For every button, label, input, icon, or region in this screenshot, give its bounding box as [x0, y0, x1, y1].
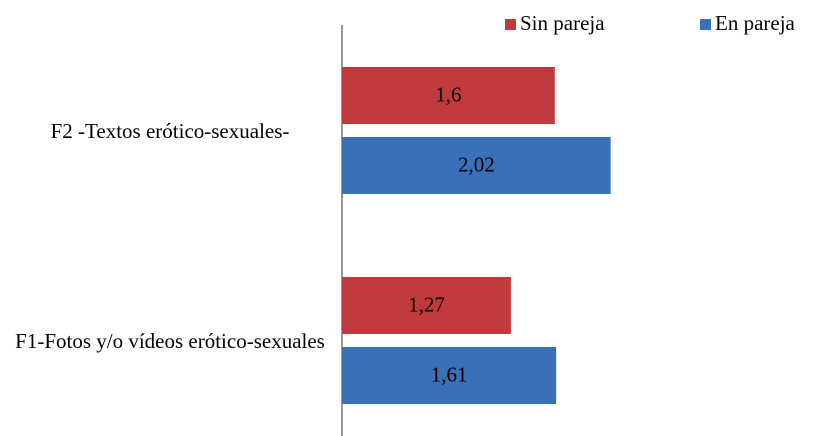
legend-swatch [700, 19, 711, 30]
bar [342, 277, 511, 334]
legend-label: En pareja [715, 11, 796, 35]
data-label: 2,02 [458, 152, 495, 176]
legend-label: Sin pareja [520, 11, 605, 35]
legend-swatch [505, 19, 516, 30]
bar [342, 67, 555, 124]
category-label: F1-Fotos y/o vídeos erótico-sexuales [15, 328, 325, 353]
data-label: 1,6 [435, 82, 461, 106]
data-label: 1,27 [408, 292, 445, 316]
data-label: 1,61 [431, 362, 468, 386]
category-label: F2 -Textos erótico-sexuales- [50, 118, 290, 143]
bar [342, 347, 557, 404]
bar [342, 137, 611, 194]
